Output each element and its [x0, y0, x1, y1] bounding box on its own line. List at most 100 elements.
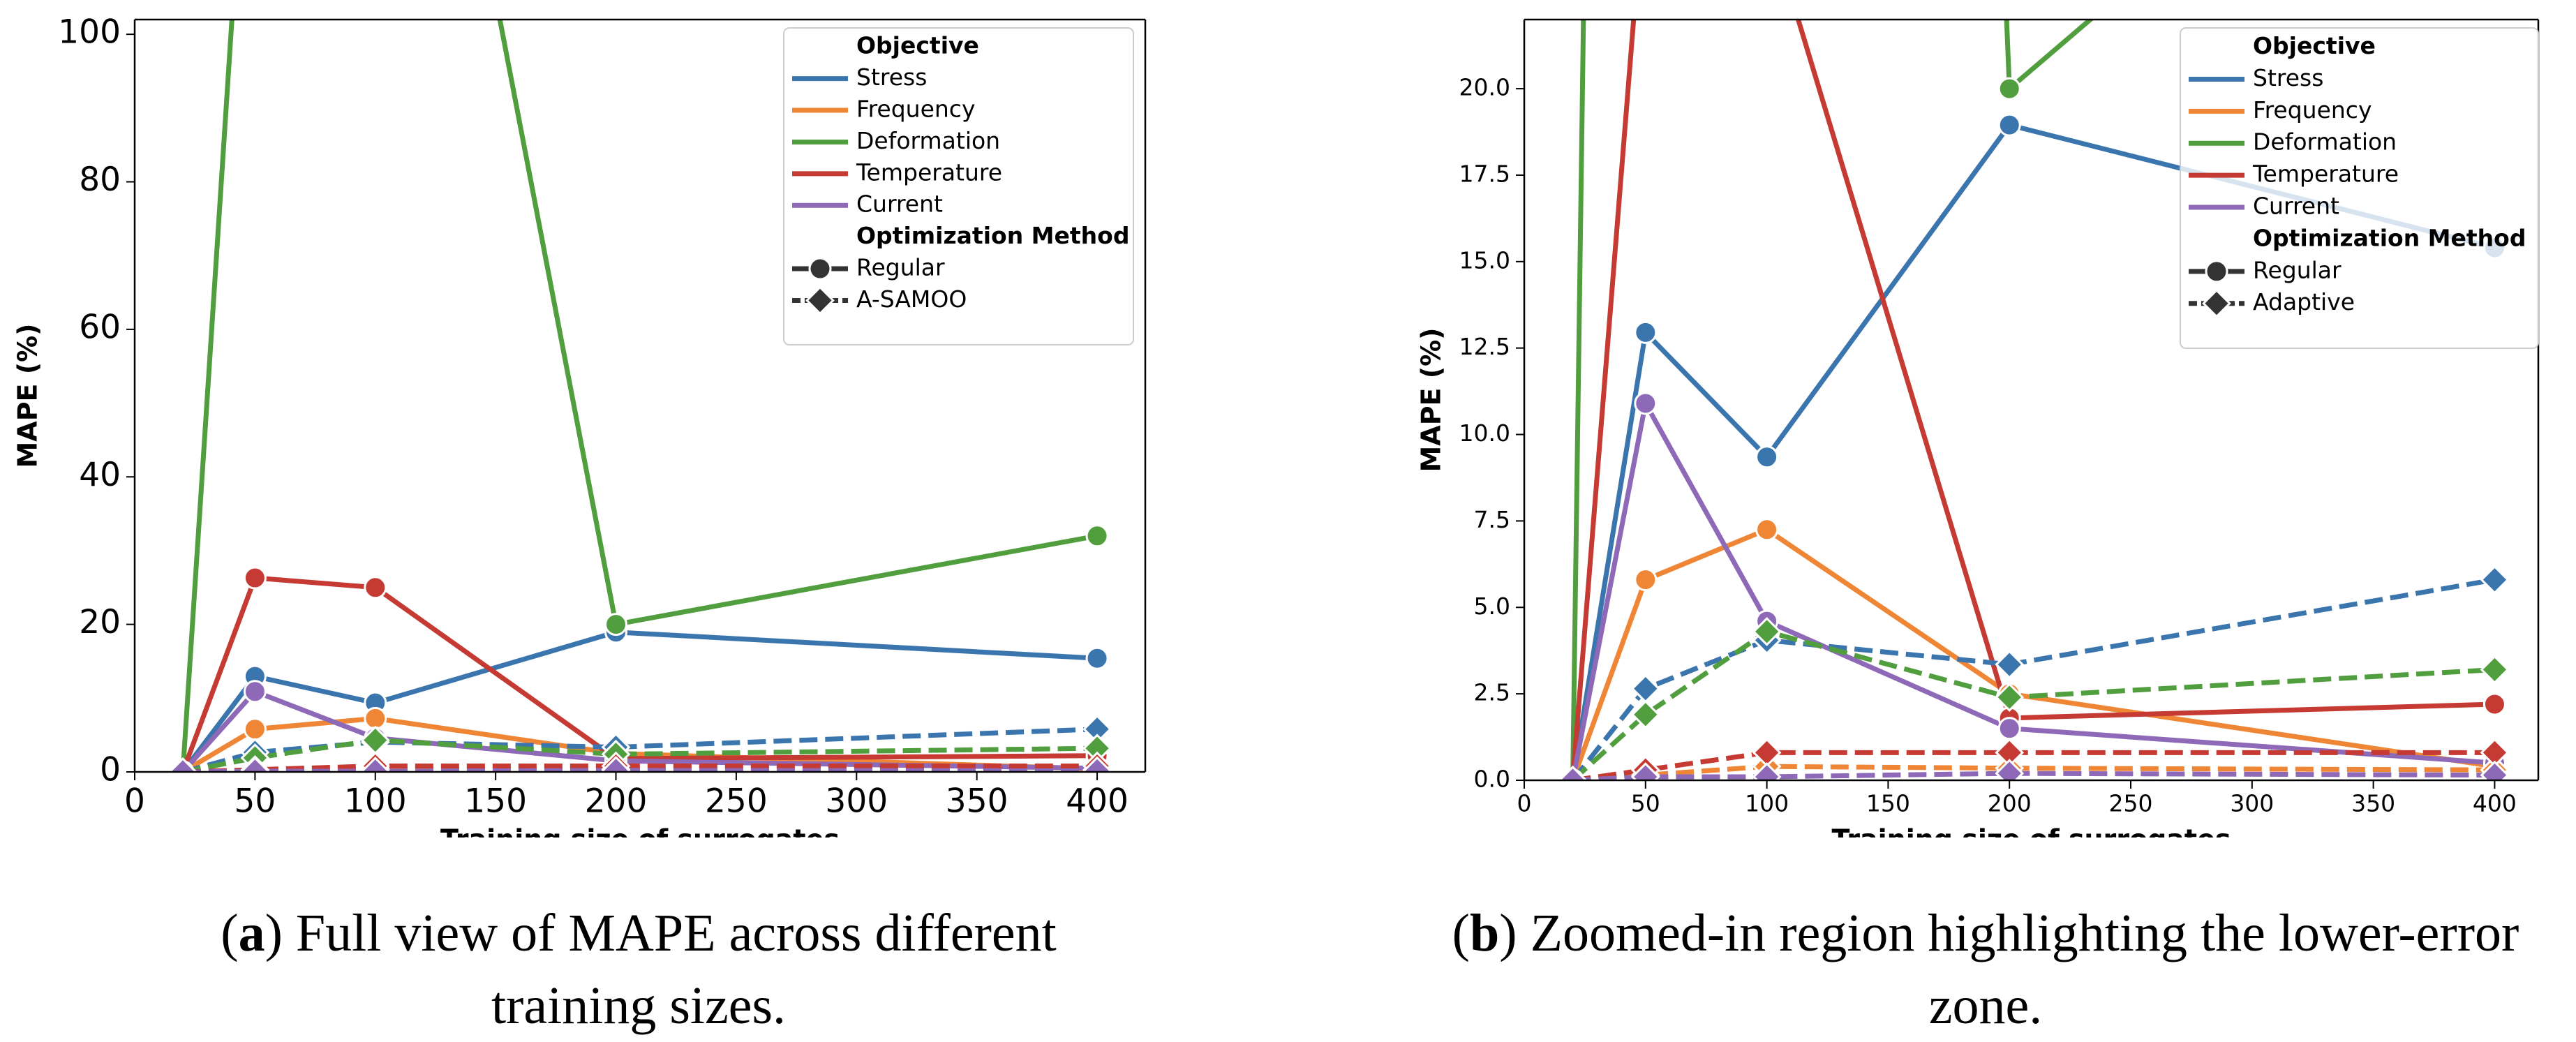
legend-box: [2180, 27, 2539, 349]
legend-marker: [808, 257, 832, 281]
x-tick-label: 300: [825, 782, 888, 820]
series-line: [180, 20, 1098, 772]
x-tick-label: 0: [1517, 790, 1532, 817]
legend-title: Optimization Method: [2253, 224, 2526, 251]
caption-text: Full view of MAPE across different train…: [295, 904, 1057, 1035]
legend-label: Temperature: [856, 158, 1002, 186]
y-tick-label: 12.5: [1459, 333, 1510, 360]
marker: [1997, 77, 2021, 101]
legend-label: Frequency: [856, 96, 975, 123]
x-tick-label: 350: [2351, 790, 2395, 817]
y-tick-label: 2.5: [1474, 679, 1510, 706]
legend-label: Deformation: [2253, 128, 2397, 156]
x-tick-label: 200: [1988, 790, 2032, 817]
legend-label: Current: [2253, 193, 2339, 220]
caption-label: b: [1469, 904, 1500, 962]
y-tick-label: 17.5: [1459, 160, 1510, 187]
series-line: [1572, 771, 2495, 780]
x-tick-label: 400: [2473, 790, 2517, 817]
marker: [601, 756, 631, 772]
marker: [1630, 699, 1660, 729]
marker: [168, 757, 198, 772]
marker: [240, 757, 270, 772]
marker: [1630, 762, 1660, 780]
y-tick-label: 15.0: [1459, 246, 1510, 274]
y-tick-label: 40: [79, 456, 121, 494]
legend-label: Adaptive: [2253, 288, 2355, 315]
marker: [1634, 568, 1658, 592]
x-tick-label: 100: [344, 782, 407, 820]
marker: [243, 566, 267, 590]
series-line: [1570, 527, 2495, 780]
x-tick-label: 300: [2230, 790, 2274, 817]
y-tick-label: 7.5: [1474, 506, 1510, 533]
legend-title: Optimization Method: [856, 222, 1129, 249]
panel: 0 50 100 150 200 250 300 350 400 0.0 2.5 5.0 7.5 10.0…: [1416, 18, 2540, 838]
marker: [1995, 759, 2025, 780]
x-tick-label: 0: [124, 782, 145, 820]
legend-title: Objective: [2253, 32, 2376, 59]
legend-label: Temperature: [2252, 161, 2399, 188]
marker: [1997, 717, 2021, 740]
marker: [1085, 646, 1109, 670]
marker: [364, 576, 387, 600]
y-tick-label: 0.0: [1474, 766, 1510, 793]
y-tick-label: 20: [79, 603, 121, 641]
caption-label: a: [238, 904, 265, 962]
x-tick-label: 350: [946, 782, 1008, 820]
legend-label: Regular: [856, 254, 945, 281]
y-tick-label: 20.0: [1459, 74, 1510, 101]
x-tick-label: 400: [1066, 782, 1129, 820]
x-tick-label: 200: [585, 782, 648, 820]
figure: 0 50 100 150 200 250 300 350 400 0 20 40 60 80 100 Trai…: [13, 13, 2540, 838]
marker: [2482, 692, 2506, 716]
marker: [243, 717, 267, 741]
legend-label: Frequency: [2253, 96, 2372, 124]
legend-marker: [2205, 260, 2228, 283]
x-tick-label: 250: [2109, 790, 2153, 817]
legend: Objective Stress Frequency Deformation Tempe…: [783, 27, 1134, 345]
y-axis-label: MAPE (%): [1416, 327, 1447, 472]
legend-marker: [2202, 288, 2231, 318]
panel: 0 50 100 150 200 250 300 350 400 0 20 40 60 80 100 Trai…: [13, 13, 1147, 838]
legend-title: Objective: [856, 32, 979, 59]
legend-label: Current: [856, 191, 943, 218]
series-line: [1570, 20, 2495, 780]
legend-label: Stress: [856, 64, 927, 91]
x-tick-label: 50: [234, 782, 276, 820]
legend-marker: [805, 285, 835, 315]
marker: [243, 680, 267, 704]
legend-label: Stress: [2253, 64, 2323, 91]
y-tick-label: 10.0: [1459, 419, 1510, 447]
marker: [1752, 617, 1782, 646]
series-line: [181, 689, 1098, 772]
marker: [2480, 655, 2510, 685]
marker: [1634, 320, 1658, 344]
x-tick-label: 150: [1866, 790, 1910, 817]
marker: [1995, 683, 2025, 712]
series-line: [1570, 401, 2495, 780]
marker: [2480, 565, 2510, 595]
legend: Objective Stress Frequency Deformation Tempe…: [2180, 27, 2539, 349]
y-tick-label: 0: [100, 751, 121, 789]
y-tick-label: 5.0: [1474, 593, 1510, 620]
marker: [360, 757, 390, 772]
series-line: [180, 575, 1098, 772]
marker: [2480, 760, 2510, 780]
marker: [604, 613, 628, 637]
x-tick-label: 150: [464, 782, 527, 820]
x-tick-label: 100: [1745, 790, 1789, 817]
marker: [1634, 392, 1658, 415]
x-axis-label: Training size of surrogates: [440, 824, 840, 838]
caption-text: Zoomed-in region highlighting the lower-…: [1530, 904, 2519, 1035]
legend-label: Deformation: [856, 127, 1000, 154]
y-tick-label: 100: [58, 13, 121, 52]
x-tick-label: 50: [1631, 790, 1660, 817]
marker: [1085, 524, 1109, 548]
marker: [1997, 113, 2021, 137]
marker: [1558, 766, 1588, 780]
marker: [1755, 518, 1779, 542]
marker: [1082, 756, 1112, 772]
marker: [1752, 762, 1782, 780]
